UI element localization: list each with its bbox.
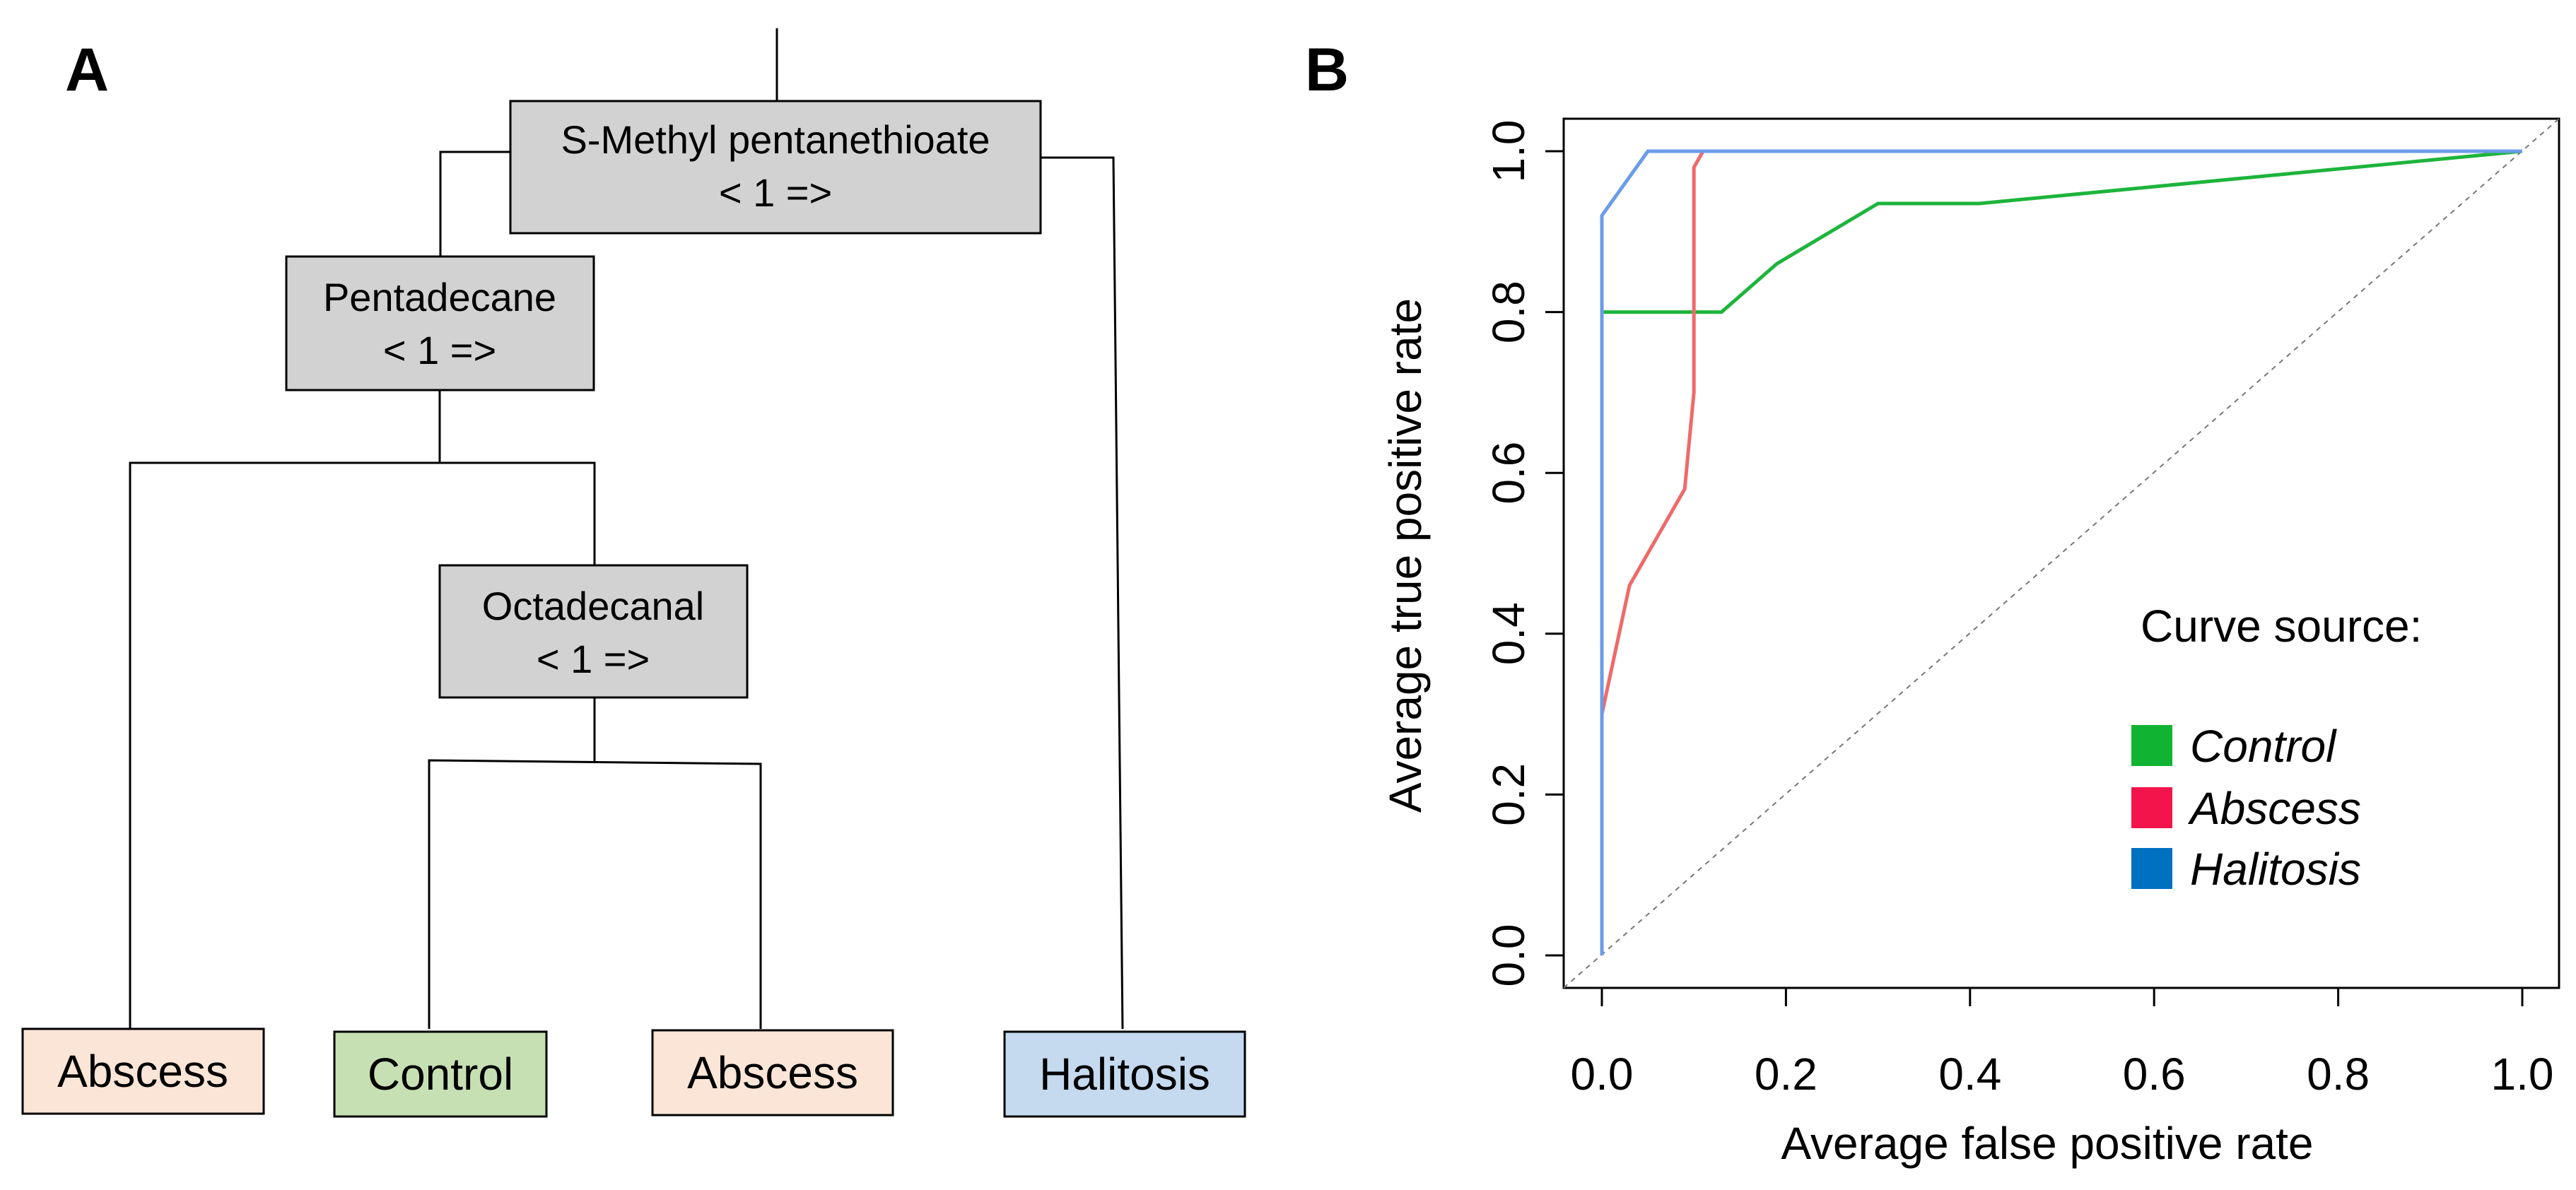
panel-a-label: A xyxy=(65,36,109,104)
tree-node-pentadecane-rule: < 1 => xyxy=(383,328,496,372)
panel-b-label: B xyxy=(1305,36,1349,104)
x-tick-label: 0.0 xyxy=(1571,1049,1634,1100)
y-tick-label: 0.4 xyxy=(1483,602,1534,665)
panel-b: B 0.0 0.2 0.4 0.6 0.8 1.0 0.00.20.40.60.81.0 … xyxy=(1305,36,2560,1169)
tree-node-root: S-Methyl pentanethioate < 1 => xyxy=(509,100,1042,235)
tree-leaf-abscess-1: Abscess xyxy=(21,1027,265,1115)
y-axis-title: Average true positive rate xyxy=(1380,298,1431,813)
tree-edge-root-right xyxy=(1041,156,1124,1030)
y-tick-label: 0.0 xyxy=(1483,924,1534,987)
tree-edge-root-left xyxy=(439,151,510,257)
tree-leaf-control-box xyxy=(333,1030,548,1118)
tree-leaf-abscess-2-label: Abscess xyxy=(687,1047,858,1098)
y-tick-label: 1.0 xyxy=(1483,120,1534,183)
roc-series-layer xyxy=(1600,149,2523,955)
tree-edge-n3-split xyxy=(428,759,762,1029)
tree-node-octadecanal-rule: < 1 => xyxy=(537,637,650,681)
x-axis-title: Average false positive rate xyxy=(1781,1118,2313,1169)
tree-edges xyxy=(129,28,1124,1030)
legend-label-abscess: Abscess xyxy=(2187,783,2361,834)
x-tick-label: 0.8 xyxy=(2307,1049,2370,1100)
tree-leaf-halitosis-label: Halitosis xyxy=(1039,1049,1210,1100)
legend-item-abscess: Abscess xyxy=(2131,783,2361,834)
tree-leaf-control: Control xyxy=(333,1030,548,1118)
tree-leaf-halitosis: Halitosis xyxy=(1003,1030,1246,1118)
tree-leaf-abscess-2-box xyxy=(651,1029,894,1117)
tree-node-octadecanal-name: Octadecanal xyxy=(482,584,704,628)
tree-node-octadecanal-box xyxy=(438,564,749,699)
tree-leaf-abscess-1-label: Abscess xyxy=(57,1046,228,1097)
legend: Curve source: Control Abscess Halitosis xyxy=(2131,601,2422,895)
y-tick-label: 0.8 xyxy=(1483,281,1534,343)
diagonal-dashed-line xyxy=(1563,118,2560,989)
legend-swatch-halitosis xyxy=(2131,848,2172,889)
tree-leaf-abscess-1-box xyxy=(21,1027,265,1115)
x-tick-label: 1.0 xyxy=(2491,1049,2554,1100)
tree-leaf-abscess-2: Abscess xyxy=(651,1029,894,1117)
series-halitosis-line xyxy=(1600,149,2522,955)
legend-item-control: Control xyxy=(2131,721,2337,772)
tree-node-pentadecane: Pentadecane < 1 => xyxy=(285,255,595,391)
legend-label-control: Control xyxy=(2190,721,2337,772)
tree-leaf-halitosis-box xyxy=(1003,1030,1246,1118)
tree-node-pentadecane-name: Pentadecane xyxy=(323,275,556,319)
tree-node-root-name: S-Methyl pentanethioate xyxy=(561,117,990,162)
tree-node-octadecanal: Octadecanal < 1 => xyxy=(438,564,749,699)
x-tick-label: 0.6 xyxy=(2123,1049,2186,1100)
legend-swatch-abscess xyxy=(2131,787,2172,828)
tree-leaf-control-label: Control xyxy=(368,1049,513,1100)
tree-node-root-rule: < 1 => xyxy=(719,170,832,215)
legend-label-halitosis: Halitosis xyxy=(2190,844,2361,895)
panel-a: A S-Methyl pentanethioate < 1 => Pentade… xyxy=(21,28,1246,1118)
legend-item-halitosis: Halitosis xyxy=(2131,844,2361,895)
x-axis: 0.0 0.2 0.4 0.6 0.8 1.0 xyxy=(1571,986,2554,1100)
legend-title: Curve source: xyxy=(2141,601,2422,652)
x-tick-label: 0.2 xyxy=(1755,1049,1817,1100)
x-tick-label: 0.4 xyxy=(1938,1049,2001,1100)
tree-edge-n2-split xyxy=(129,461,596,1029)
series-control-line xyxy=(1600,149,2523,329)
tree-node-root-box xyxy=(509,100,1042,235)
diagonal-reference-line xyxy=(1563,118,2560,989)
legend-swatch-control xyxy=(2131,725,2172,766)
tree-node-pentadecane-box xyxy=(285,255,595,391)
legend-items: Control Abscess Halitosis xyxy=(2131,721,2361,895)
y-axis: 0.0 0.2 0.4 0.6 0.8 1.0 xyxy=(1483,120,1565,987)
y-tick-label: 0.2 xyxy=(1483,763,1534,826)
y-tick-label: 0.6 xyxy=(1483,442,1534,505)
